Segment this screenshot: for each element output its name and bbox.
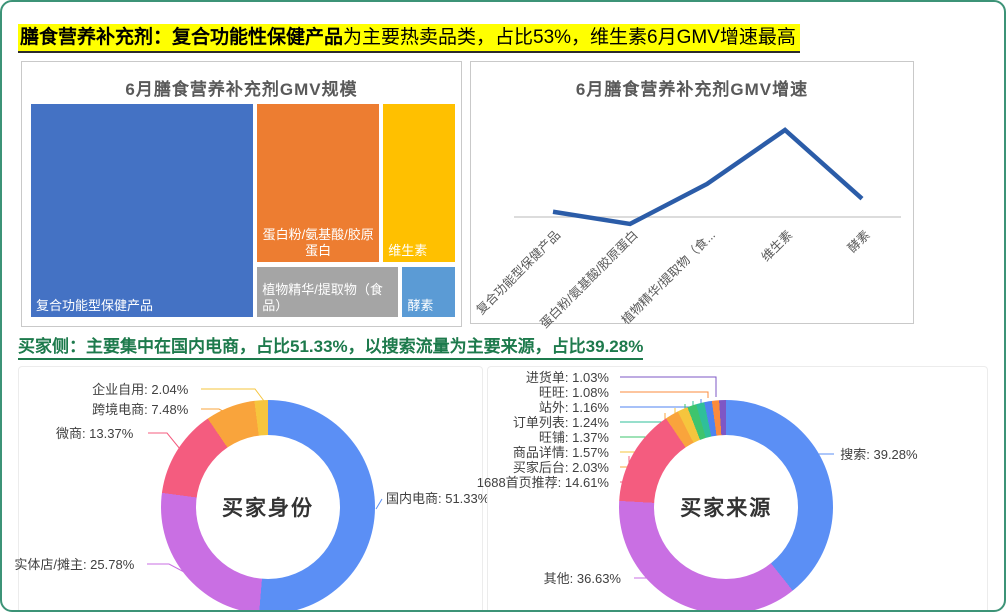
donut-center: 买家来源 [654, 435, 799, 579]
treemap-block[interactable]: 复合功能型保健产品 [30, 103, 255, 318]
top-chart-row: 6月膳食营养补充剂GMV规模 复合功能型保健产品 蛋白粉/氨基酸/胶原蛋白 维生素植… [21, 61, 988, 331]
headline-buyer: 买家侧：主要集中在国内电商，占比51.33%，以搜索流量为主要来源，占比39.2… [18, 336, 988, 360]
line-chart-title: 6月膳食营养补充剂GMV增速 [575, 80, 809, 99]
treemap-block-label: 植物精华/提取物（食品） [262, 281, 383, 313]
leader-line [148, 432, 181, 450]
gmv-treemap-card: 6月膳食营养补充剂GMV规模 复合功能型保健产品 蛋白粉/氨基酸/胶原蛋白 维生素植… [21, 61, 462, 327]
donut-center-title: 买家来源 [680, 497, 773, 520]
treemap-title: 6月膳食营养补充剂GMV规模 [125, 80, 358, 99]
pie-label: 站外: 1.16% [538, 400, 609, 415]
gmv-treemap: 复合功能型保健产品 蛋白粉/氨基酸/胶原蛋白 维生素植物精华/提取物（食品） 酵素 [30, 103, 456, 318]
pie-label: 微商: 13.37% [55, 426, 134, 441]
pie-label: 其他: 36.63% [543, 571, 621, 586]
treemap-block-label: 蛋白粉/氨基酸/胶原蛋白 [262, 226, 374, 258]
buyer-source-card: 买家来源 进货单: 1.03% 旺旺: 1.08% 站外: 1.16% 订单列表… [477, 366, 988, 610]
pie-label: 实体店/摊主: 25.78% [14, 557, 135, 572]
headline-main: 膳食营养补充剂：复合功能性保健产品为主要热卖品类，占比53%，维生素6月GMV增… [18, 24, 988, 53]
pie-label: 进货单: 1.03% [525, 370, 609, 385]
gmv-growth-card: 6月膳食营养补充剂GMV增速 复合功能型保健产品 蛋白粉/氨基酸/胶原蛋白 植物精华… [470, 61, 914, 331]
pie-label: 1688首页推荐: 14.61% [476, 475, 609, 490]
headline-main-text: 膳食营养补充剂：复合功能性保健产品为主要热卖品类，占比53%，维生素6月GMV增… [18, 24, 800, 53]
leader-line [201, 388, 265, 402]
leader-line [375, 498, 383, 510]
buyer-source-donut[interactable]: 买家来源 [619, 400, 834, 610]
donut-center-title: 买家身份 [222, 497, 314, 520]
pie-label: 搜索: 39.28% [840, 447, 918, 462]
leader-line [620, 376, 717, 397]
bottom-chart-row: 买家身份 企业自用: 2.04% 跨境电商: 7.48% 微商: 13.37% … [14, 366, 988, 610]
treemap-block[interactable]: 酵素 [401, 265, 456, 318]
treemap-block[interactable]: 维生素 [382, 103, 456, 263]
pie-label: 订单列表: 1.24% [512, 415, 609, 430]
pie-label: 企业自用: 2.04% [92, 382, 189, 397]
pie-label: 跨境电商: 7.48% [92, 402, 189, 417]
treemap-block-label: 维生素 [388, 242, 428, 258]
treemap-block[interactable]: 植物精华/提取物（食品） [256, 265, 400, 318]
pie-label: 买家后台: 2.03% [512, 460, 609, 475]
leader-line [620, 391, 709, 398]
pie-label: 旺铺: 1.37% [538, 430, 609, 445]
treemap-block[interactable]: 蛋白粉/氨基酸/胶原蛋白 [256, 103, 381, 263]
headline-buyer-text: 买家侧：主要集中在国内电商，占比51.33%，以搜索流量为主要来源，占比39.2… [18, 336, 644, 360]
headline-main-rest: 为主要热卖品类，占比53%，维生素6月GMV增速最高 [343, 27, 796, 48]
treemap-block-label: 酵素 [407, 297, 434, 313]
pie-label: 国内电商: 51.33% [386, 491, 490, 506]
buyer-identity-card: 买家身份 企业自用: 2.04% 跨境电商: 7.48% 微商: 13.37% … [14, 366, 489, 610]
buyer-identity-donut[interactable]: 买家身份 [161, 400, 375, 610]
donut-center: 买家身份 [196, 435, 340, 579]
gmv-growth-line[interactable] [552, 127, 864, 227]
headline-main-bold: 膳食营养补充剂：复合功能性保健产品 [20, 27, 344, 48]
gmv-growth-chart [514, 127, 901, 227]
pie-label: 旺旺: 1.08% [538, 385, 609, 400]
treemap-block-label: 复合功能型保健产品 [36, 298, 154, 313]
pie-label: 商品详情: 1.57% [512, 445, 609, 460]
